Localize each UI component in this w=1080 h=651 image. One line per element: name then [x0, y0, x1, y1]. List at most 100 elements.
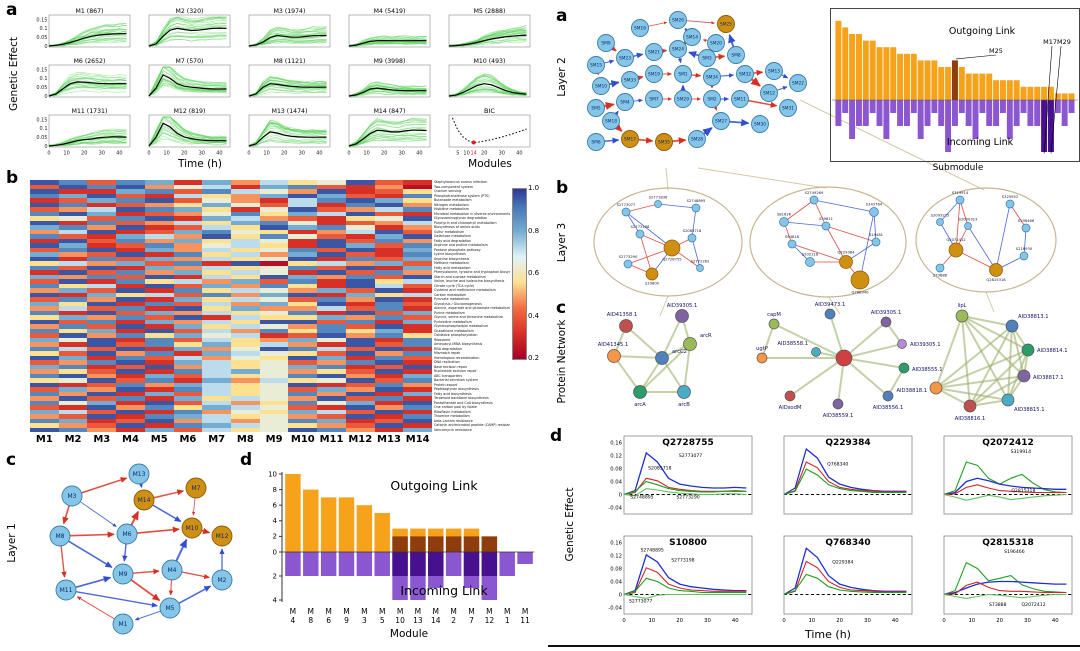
heatmap-cell — [87, 333, 117, 338]
heatmap-cell — [317, 265, 346, 270]
heatmap-cell — [230, 229, 260, 234]
heatmap-cell — [30, 310, 59, 315]
layer3-node-label: S196466 — [1018, 219, 1035, 223]
panel-label-c-right: c — [556, 298, 567, 318]
submodule-outgoing-bar — [1006, 80, 1013, 100]
protein-edge — [613, 355, 641, 393]
trace — [148, 70, 227, 97]
protein-node-arcA — [633, 385, 647, 399]
y-tick-label: 0.04 — [610, 479, 622, 485]
trace — [248, 138, 327, 147]
heatmap-cell — [30, 229, 59, 234]
heatmap-cell — [116, 270, 145, 275]
heatmap-cell — [288, 306, 318, 311]
heatmap-cell — [116, 243, 145, 248]
protein-node-label: AID41345.1 — [598, 342, 629, 348]
heatmap-cell — [30, 279, 59, 284]
network-edge — [625, 203, 659, 213]
category-label: 11 — [520, 616, 530, 625]
heatmap-cell — [230, 360, 260, 365]
network-edge — [955, 199, 961, 251]
network-node-M9 — [112, 563, 134, 585]
heatmap-cell — [87, 234, 117, 239]
pathway-label: Porphyrin and chlorophyll metabolism — [434, 220, 497, 225]
heatmap-cell — [173, 355, 203, 360]
heatmap-cell — [58, 292, 88, 297]
protein-node-AID38558.1 — [811, 347, 821, 357]
heatmap-cell — [30, 423, 59, 428]
series-b — [783, 447, 907, 496]
node-label: SM29 — [677, 97, 689, 103]
node-label: SM5 — [591, 106, 600, 112]
layer3-cluster-outline — [749, 186, 907, 298]
heatmap-cell — [288, 400, 318, 405]
heatmap-cell — [30, 342, 59, 347]
heatmap-cell — [173, 270, 203, 275]
heatmap-cell — [374, 288, 404, 293]
pathway-label: Cationic antimicrobial peptide (CAMP) re… — [434, 423, 510, 427]
heatmap-cell — [116, 310, 145, 315]
heatmap-cell — [374, 265, 404, 270]
x-tick-label: 40 — [316, 151, 322, 157]
module-title: M7 (570) — [176, 58, 204, 65]
heatmap-cell — [173, 265, 203, 270]
module-title: M13 (1474) — [272, 108, 308, 115]
protein-node-lipL — [955, 309, 969, 323]
heatmap-cell — [144, 355, 174, 360]
heatmap-cell — [374, 306, 404, 311]
heatmap-cell — [116, 288, 145, 293]
heatmap-cell — [230, 396, 260, 401]
colorbar-tick: 0.8 — [528, 226, 540, 235]
layer3-node-label: S2000323 — [959, 218, 978, 222]
heatmap-cell — [345, 342, 375, 347]
heatmap-cell — [202, 391, 231, 396]
network-node-M6 — [116, 523, 138, 545]
heatmap-cell — [345, 184, 375, 189]
heatmap-cell — [403, 306, 432, 311]
heatmap-cell — [317, 292, 346, 297]
heatmap-cell — [374, 220, 404, 225]
y-tick-label: -0.04 — [608, 505, 622, 511]
heatmap-cell — [288, 328, 318, 333]
heatmap-cell — [87, 306, 117, 311]
bottom-rule — [548, 645, 1080, 647]
trace — [348, 133, 427, 147]
series-r — [783, 461, 907, 496]
heatmap-cell — [317, 252, 346, 257]
heatmap-cell — [374, 382, 404, 387]
heatmap-cell — [30, 306, 59, 311]
layer3-node-label: Q2072412 — [946, 238, 965, 242]
heatmap-cell — [173, 252, 203, 257]
submodule-incoming-bar — [849, 100, 856, 139]
heatmap-cell — [173, 261, 203, 266]
heatmap-cell — [317, 306, 346, 311]
protein-node-AID39305.1 — [880, 316, 892, 328]
heatmap-cell — [374, 202, 404, 207]
heatmap-cell — [116, 360, 145, 365]
heatmap-cell — [30, 328, 59, 333]
heatmap-cell — [345, 364, 375, 369]
protein-node-label: AID39305.1 — [871, 310, 902, 316]
x-tick-label: 20 — [281, 151, 287, 157]
y-tick-label: 0.15 — [36, 117, 47, 123]
network-edge — [81, 477, 128, 494]
module-plot-9: M9 (3998) — [348, 58, 431, 98]
heatmap-cell — [230, 288, 260, 293]
plot-annotation: S319914 — [1011, 449, 1032, 455]
heatmap-cell — [173, 288, 203, 293]
heatmap-cell — [403, 247, 432, 252]
heatmap-cell — [144, 256, 174, 261]
network-node-M3 — [61, 485, 83, 507]
protein-node-label: arcR — [700, 333, 712, 339]
trace — [248, 29, 327, 47]
heatmap-cell — [288, 319, 318, 324]
heatmap-cell — [259, 283, 289, 288]
pathway-label: One carbon pool by folate — [434, 405, 477, 409]
node-label: SM22 — [792, 81, 804, 87]
heatmap-cell — [202, 360, 231, 365]
heatmap-cell — [173, 301, 203, 306]
protein-node-AID39473.1 — [824, 308, 836, 320]
trace — [248, 134, 327, 147]
protein-node-label: AID38556.1 — [873, 405, 904, 411]
pathway-label: Oxidative phosphorylation — [434, 333, 478, 337]
